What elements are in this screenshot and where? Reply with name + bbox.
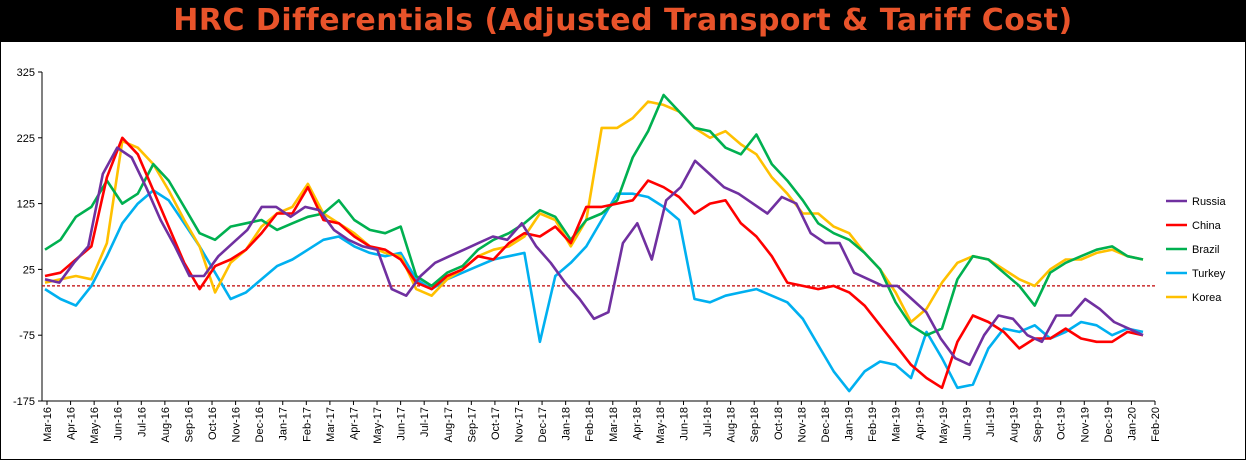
legend-label-china: China	[1192, 220, 1222, 232]
x-tick-label: Aug-19	[1009, 407, 1021, 442]
legend-label-russia: Russia	[1192, 196, 1227, 208]
legend-label-turkey: Turkey	[1192, 268, 1226, 280]
x-tick-label: Jun-18	[679, 407, 691, 441]
y-tick-label: -175	[13, 396, 35, 408]
x-tick-label: Dec-19	[1103, 407, 1115, 442]
x-tick-label: Jul-19	[985, 407, 997, 437]
x-tick-label: Jul-18	[702, 407, 714, 437]
series-line-china	[44, 136, 1144, 390]
x-tick-label: Mar-18	[608, 407, 620, 442]
x-tick-label: Aug-16	[160, 407, 172, 442]
x-tick-label: Feb-20	[1150, 407, 1162, 442]
legend: Russia China Brazil Turkey Korea	[1166, 196, 1227, 304]
series-layer	[44, 93, 1144, 393]
x-tick-label: May-17	[372, 407, 384, 444]
x-tick-label: Nov-17	[513, 407, 525, 442]
x-tick-label: Sep-17	[466, 407, 478, 442]
y-tick-label: 225	[17, 133, 35, 145]
y-tick-label: 125	[17, 199, 35, 211]
axes: 325 225 125 25 -75 -175 Mar-16 Apr-16 May-16 Jun-…	[13, 67, 1162, 444]
series-line-turkey	[44, 189, 1144, 393]
x-tick-label: Dec-18	[820, 407, 832, 442]
x-tick-label: Oct-18	[773, 407, 785, 440]
x-tick-label: Dec-16	[254, 407, 266, 442]
series-line-russia	[44, 146, 1144, 367]
y-tick-label: 325	[17, 67, 35, 79]
x-tick-label: Apr-17	[348, 407, 360, 440]
series-line-brazil	[44, 93, 1144, 337]
x-tick-label: Jul-16	[136, 407, 148, 437]
chart-title: HRC Differentials (Adjusted Transport & …	[173, 3, 1073, 38]
x-tick-label: Mar-16	[42, 407, 54, 442]
x-tick-label: Mar-19	[891, 407, 903, 442]
x-tick-label: Feb-17	[301, 407, 313, 442]
x-tick-label: Dec-17	[537, 407, 549, 442]
x-tick-label: Feb-19	[867, 407, 879, 442]
x-tick-label: Jun-17	[396, 407, 408, 441]
x-tick-label: Apr-18	[631, 407, 643, 440]
x-tick-label: May-19	[938, 407, 950, 444]
x-tick-label: Jan-17	[278, 407, 290, 441]
x-tick-label: Jan-18	[561, 407, 573, 441]
x-tick-label: Aug-17	[443, 407, 455, 442]
x-tick-label: Jun-19	[961, 407, 973, 441]
legend-label-korea: Korea	[1192, 292, 1222, 304]
x-tick-label: Jun-16	[113, 407, 125, 441]
x-tick-label: Sep-16	[183, 407, 195, 442]
x-tick-label: Apr-19	[914, 407, 926, 440]
x-tick-label: Oct-17	[490, 407, 502, 440]
x-tick-label: Nov-18	[796, 407, 808, 442]
y-tick-label: -75	[19, 330, 35, 342]
x-tick-label: Jan-19	[844, 407, 856, 441]
x-tick-label: Oct-16	[207, 407, 219, 440]
x-tick-label: Aug-18	[726, 407, 738, 442]
x-tick-label: May-18	[655, 407, 667, 444]
series-line-korea	[44, 100, 1144, 324]
title-bar	[0, 0, 1246, 42]
x-tick-label: Apr-16	[66, 407, 78, 440]
x-tick-label: Nov-19	[1079, 407, 1091, 442]
x-tick-label: Sep-18	[749, 407, 761, 442]
x-tick-label: Feb-18	[584, 407, 596, 442]
y-tick-label: 25	[23, 264, 35, 276]
x-tick-label: Sep-19	[1032, 407, 1044, 442]
x-tick-label: Jul-17	[419, 407, 431, 437]
x-tick-label: Oct-19	[1056, 407, 1068, 440]
x-tick-label: Mar-17	[325, 407, 337, 442]
x-tick-label: Jan-20	[1126, 407, 1138, 441]
x-tick-label: Nov-16	[231, 407, 243, 442]
x-tick-label: May-16	[89, 407, 101, 444]
legend-label-brazil: Brazil	[1192, 244, 1220, 256]
